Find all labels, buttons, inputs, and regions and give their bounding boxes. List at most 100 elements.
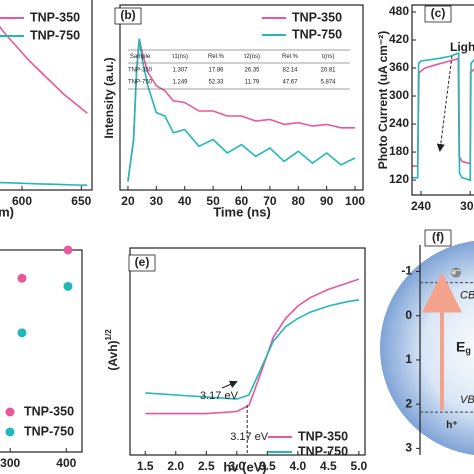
x-tick-label: 3.0 [228,459,245,473]
y-tick-label: 180 [389,144,409,158]
x-tick-label: 100 [345,194,365,208]
x-tick-label: 20 [121,194,135,208]
table-cell: TNP-350 [128,68,153,74]
annotation-arrow [436,55,453,152]
table-header: τ1(ns) [172,54,188,60]
hole-label: h⁺ [446,420,457,431]
gap-label: Eg [456,338,471,356]
table-header: τ(ns) [322,54,335,60]
table-cell: 47.67 [282,80,298,86]
x-tick-label: 90 [320,194,334,208]
table-cell: 20.81 [320,68,336,74]
panel-label: (e) [135,255,150,269]
x-tick-label: 300 [0,456,20,470]
table-cell: 1.307 [172,68,188,74]
series-line [412,57,474,167]
y-tick-label: 1 [405,352,412,366]
x-tick-label: 2.0 [167,459,184,473]
series-line [145,278,360,415]
y-axis-label-text: Photo Current (uA cm⁻²) [376,31,390,170]
x-tick-label: 40 [178,194,192,208]
annotation: Light [450,40,474,54]
annotation-arrow [221,380,238,389]
legend-label: TNP-350 [30,10,80,24]
x-tick-label: 5.0 [351,459,368,473]
plot-area [412,51,474,182]
legend-label: TNP-350 [24,404,74,418]
x-tick-label: 300 [460,199,474,213]
legend-label: TNP-750 [30,28,80,42]
x-tick-label: 3.5 [259,459,276,473]
series-line [145,299,360,400]
x-tick-label: 1.5 [137,459,154,473]
gap-label-sub: g [465,346,471,356]
point [17,328,27,338]
y-tick-label: 300 [389,88,409,102]
legend-label: TNP-750 [292,27,342,41]
electron [451,267,461,278]
point [17,273,27,283]
x-axis-label: hv (eV) [223,459,266,474]
annotation: 3.17 eV [200,390,239,402]
y-tick-label: 2 [405,396,412,410]
legend-label: TNP-750 [298,444,348,458]
y-tick-label: 120 [389,172,409,186]
series-line [412,51,474,182]
y-tick-label: 240 [389,116,409,130]
table-cell: 5.874 [320,80,336,86]
point [63,281,73,291]
plot-frame [411,4,474,196]
legend-label: TNP-350 [298,429,348,443]
y-axis-label-text: (Avh) [106,340,120,370]
panel-label: (f) [432,230,444,244]
table-cell: 1.249 [172,80,188,86]
legend-swatch [5,427,15,437]
vb-label: VB [460,394,474,406]
table-cell: 82.14 [282,68,298,74]
x-tick-label: 50 [206,194,220,208]
series-line [127,38,356,182]
plot-frame [129,247,366,456]
y-axis-label-sup: 1/2 [104,329,113,341]
y-axis-label: (Avh)1/2 [104,329,120,371]
y-tick-label: -1 [401,264,412,278]
panel-label-box [114,7,142,25]
plot-area [0,25,88,186]
x-tick-label: 4.5 [320,459,337,473]
y-axis-label: Intensity (a.u.) [102,57,116,138]
x-axis-label: Time (ns) [213,204,271,219]
table-header: τ2(ns) [244,54,260,60]
table-cell: TNP-750 [128,80,153,86]
x-tick-label: 60 [235,194,249,208]
cb-label: CB [460,289,474,301]
panel-label: (c) [431,6,446,20]
x-tick-label: 30 [150,194,164,208]
table-header: Rel.% [208,54,225,60]
x-tick-label: 600 [12,194,32,208]
x-tick-label: 240 [411,199,431,213]
table-cell: 52.33 [208,80,224,86]
y-tick-label: 360 [389,60,409,74]
legend-label: TNP-750 [24,424,74,438]
table-header: Sample [130,54,151,60]
table-header: Rel.% [282,54,299,60]
x-tick-label: 650 [71,194,91,208]
y-axis-label: Photo Current (uA cm⁻²) [376,31,390,170]
panel-label-box [424,229,452,247]
y-tick-label: 0 [405,308,412,322]
electron-label: e⁻ [452,268,461,277]
table-cell: 17.86 [208,68,224,74]
x-tick-label: 4.0 [290,459,307,473]
y-tick-label: 3 [405,441,412,455]
x-tick-label: 80 [292,194,306,208]
plot-area [127,38,356,182]
table-cell: 11.79 [245,80,260,86]
legend-swatch [5,407,15,417]
plot-area [145,278,360,415]
point [63,245,73,255]
table-cell: 26.35 [244,68,260,74]
x-tick-label: 2.5 [198,459,215,473]
gap-label-text: E [456,338,465,354]
series-line [0,181,88,186]
